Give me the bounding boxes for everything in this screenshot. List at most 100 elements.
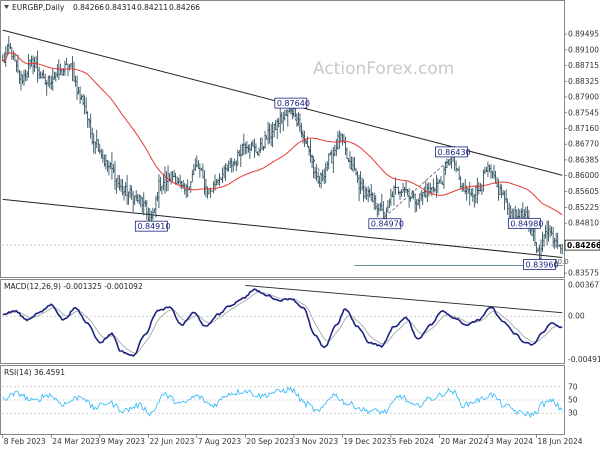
price-bar: [283, 109, 286, 121]
price-bar: [18, 69, 21, 84]
price-bar: [54, 72, 57, 82]
price-callout-label: 0.84910: [137, 222, 170, 231]
price-bar: [201, 163, 204, 179]
price-bar: [400, 189, 403, 197]
price-bar: [273, 123, 276, 138]
price-bar: [282, 112, 285, 132]
price-bar: [126, 174, 128, 205]
price-bar: [111, 151, 113, 180]
price-bar: [97, 139, 100, 152]
macd-y-tick-label: 0.00: [568, 312, 585, 321]
y-tick-label: 0.87900: [568, 93, 599, 102]
price-bar: [415, 199, 418, 212]
price-bar: [33, 57, 36, 72]
chart-header: EURGBP,Daily 0.84266 0.84314 0.84211 0.8…: [4, 3, 200, 12]
price-bar: [127, 191, 130, 205]
moving-average-line: [2, 52, 563, 216]
price-bar: [224, 163, 227, 181]
price-bar: [388, 198, 391, 208]
price-bar: [15, 59, 18, 72]
price-bar: [484, 166, 486, 175]
price-bar: [402, 182, 404, 193]
price-bar: [356, 170, 359, 183]
price-bar: [79, 86, 81, 105]
price-bar: [229, 158, 232, 168]
price-bar: [440, 176, 442, 184]
price-bar: [306, 136, 309, 147]
price-bar: [411, 189, 414, 199]
x-tick-label: 18 Jun 2024: [537, 437, 582, 446]
price-bar: [374, 194, 377, 210]
price-bar: [129, 184, 132, 199]
price-bar: [561, 244, 564, 255]
price-bar: [391, 191, 394, 197]
price-bar: [549, 225, 552, 238]
price-bar: [191, 169, 194, 183]
price-bar: [38, 66, 41, 80]
price-bar: [194, 158, 197, 172]
price-bar: [232, 160, 235, 172]
price-bar: [252, 139, 254, 147]
price-bar: [64, 60, 66, 76]
price-bar: [479, 182, 482, 192]
x-tick-label: 3 May 2024: [489, 437, 533, 446]
price-callout: 0.84910: [134, 220, 170, 232]
price-bar: [385, 207, 388, 220]
price-bar: [271, 121, 274, 148]
price-bar: [142, 192, 145, 216]
x-tick-label: 24 Mar 2023: [52, 437, 100, 446]
price-bar: [326, 160, 329, 172]
price-bar: [359, 171, 362, 195]
price-bar: [424, 180, 427, 199]
price-bar: [45, 80, 48, 96]
price-bar: [92, 133, 95, 154]
price-bar: [249, 144, 251, 160]
price-bar: [467, 188, 470, 194]
x-tick-label: 8 Feb 2023: [4, 437, 46, 446]
lower-channel-line: [2, 198, 563, 258]
price-bar: [180, 180, 183, 190]
price-bar: [262, 146, 265, 151]
price-panel-frame: [0, 0, 565, 278]
price-bar: [94, 141, 97, 155]
price-bar: [30, 55, 33, 67]
y-tick-label: 0.86000: [568, 171, 599, 180]
price-bar: [380, 193, 383, 211]
price-bar: [56, 64, 59, 78]
price-bar: [156, 191, 159, 202]
macd-label: MACD(12,26,9) -0.001325 -0.001092: [4, 282, 143, 291]
price-callout: 0.86430: [435, 146, 471, 158]
price-bar: [540, 239, 542, 260]
price-bar: [205, 178, 207, 198]
price-bar: [361, 177, 364, 191]
price-bar: [324, 162, 327, 184]
price-bar: [406, 189, 409, 196]
price-bar: [503, 190, 506, 210]
price-bar: [242, 133, 245, 155]
price-bar: [158, 174, 160, 208]
axis-layer: 0.83575 0.84810 0.85225 0.85605 0.86000 0.863…: [2, 30, 600, 446]
price-bar: [338, 130, 341, 150]
price-bar: [77, 86, 80, 95]
price-bar: [123, 185, 125, 201]
price-bar: [506, 198, 509, 215]
price-bar: [470, 188, 473, 197]
price-bar: [135, 190, 138, 202]
price-bar: [124, 182, 127, 196]
price-bar: [183, 182, 186, 195]
price-bar: [352, 156, 354, 173]
ohlc-open: 0.84266: [73, 3, 104, 12]
price-bar: [544, 225, 547, 239]
price-bar: [477, 182, 480, 195]
price-bar: [462, 182, 465, 192]
price-bar: [98, 143, 101, 155]
rsi-y-tick-label: 30: [568, 409, 578, 418]
price-layer: FE 100.00.876400.849100.849700.864300.84…: [1, 29, 569, 270]
price-callout: 0.84980: [507, 217, 543, 229]
price-bar: [444, 161, 447, 175]
price-bar: [256, 151, 259, 156]
price-bar: [51, 68, 54, 91]
price-bar: [159, 176, 162, 192]
price-callout-label: 0.87640: [277, 99, 310, 108]
price-bar: [26, 70, 28, 81]
